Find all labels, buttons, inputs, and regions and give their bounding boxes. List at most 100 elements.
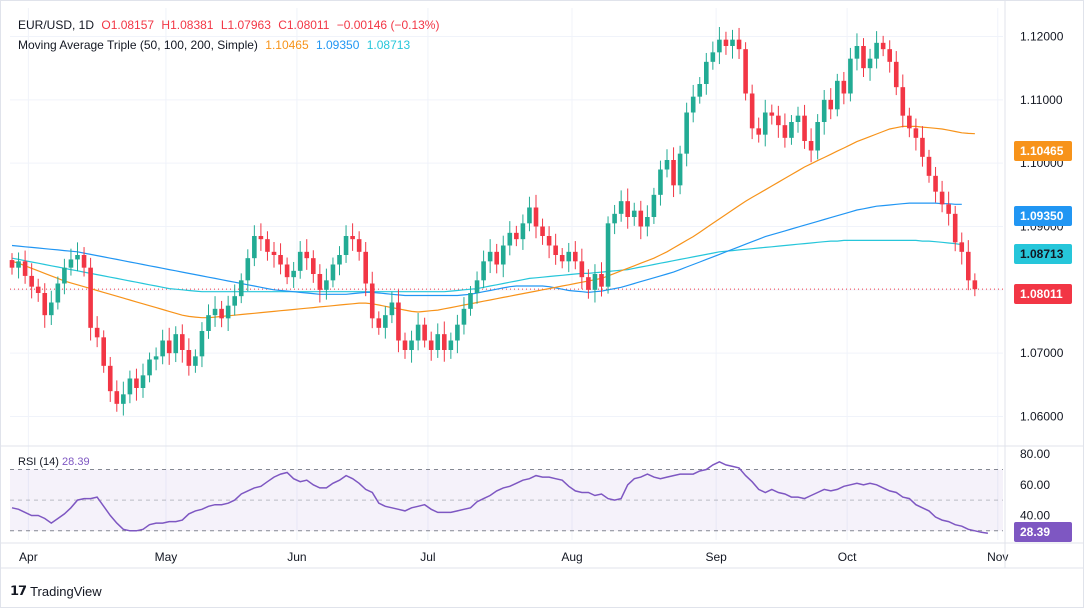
candle — [42, 283, 48, 328]
candle — [546, 226, 552, 259]
candle-body — [324, 280, 329, 290]
candle — [363, 242, 368, 297]
candle-body — [514, 232, 519, 240]
candle-body — [363, 251, 368, 284]
candle — [586, 269, 591, 299]
candle-body — [435, 334, 441, 350]
ma100-line — [11, 202, 962, 297]
ma200-price-tag: 1.08713 — [1014, 244, 1072, 264]
candle — [435, 323, 441, 358]
ma-label[interactable]: Moving Average Triple (50, 100, 200, Sim… — [18, 38, 258, 52]
candle-body — [533, 207, 539, 227]
candle — [461, 297, 467, 335]
candle — [723, 31, 729, 55]
candle-body — [749, 93, 755, 129]
ma200-value: 1.08713 — [366, 38, 411, 52]
candle-body — [140, 375, 146, 388]
candle-body — [972, 280, 978, 290]
candle-body — [127, 378, 133, 395]
ma200-line — [11, 239, 962, 293]
candle — [841, 71, 847, 105]
candle-body — [415, 324, 421, 341]
candle — [867, 48, 873, 81]
time-tick-label: Nov — [987, 550, 1008, 564]
candle — [651, 187, 657, 224]
candle-body — [677, 153, 683, 186]
candle-body — [35, 286, 41, 293]
ma50-line — [11, 125, 975, 319]
candle — [789, 115, 794, 145]
candle — [409, 330, 414, 363]
price-tick-label: 1.07000 — [1020, 346, 1064, 360]
candle-body — [625, 201, 630, 217]
price-tick-label: 1.11000 — [1020, 93, 1063, 107]
candle-body — [821, 99, 827, 122]
candle-body — [926, 156, 932, 176]
candle-body — [959, 242, 965, 252]
candle-body — [68, 259, 74, 268]
candle-body — [481, 261, 486, 281]
candle-body — [848, 58, 853, 94]
candle — [140, 363, 146, 398]
candle-body — [461, 308, 467, 325]
candle — [893, 51, 899, 96]
candle-body — [304, 251, 310, 259]
candle — [861, 38, 866, 78]
candle — [631, 202, 637, 226]
candle-body — [762, 112, 768, 135]
candle — [664, 149, 670, 178]
rsi-tick-label: 80.00 — [1020, 447, 1050, 461]
candle — [317, 264, 323, 303]
candle — [81, 247, 87, 277]
candle — [415, 312, 421, 351]
candle — [107, 356, 113, 402]
candle-body — [101, 337, 106, 366]
candle-body — [278, 255, 283, 265]
tradingview-logo[interactable]: 𝟭𝟳 TradingView — [10, 583, 102, 599]
candle — [638, 200, 644, 240]
candle — [500, 235, 506, 278]
candle-body — [442, 334, 447, 350]
candle-body — [756, 128, 761, 135]
candle-body — [173, 334, 179, 354]
candle-body — [769, 112, 775, 116]
candle-body — [776, 115, 781, 126]
candle-body — [605, 223, 611, 287]
rsi-label[interactable]: RSI (14) — [18, 456, 59, 468]
candle — [343, 225, 349, 263]
candle — [35, 278, 41, 302]
candle-body — [671, 160, 676, 186]
candle-body — [291, 270, 296, 278]
candle-body — [952, 213, 958, 243]
candle — [736, 27, 742, 59]
candle — [311, 250, 316, 283]
candle — [68, 248, 74, 276]
candle-body — [494, 251, 499, 265]
rsi-line — [11, 460, 989, 535]
candle — [658, 160, 663, 206]
candle — [468, 286, 473, 316]
candle-body — [107, 365, 113, 392]
candle — [690, 84, 696, 123]
candle — [356, 231, 362, 261]
candle — [265, 231, 270, 261]
candle-body — [690, 96, 696, 113]
candle — [180, 324, 185, 363]
candle-body — [704, 61, 709, 84]
candle-body — [114, 391, 120, 404]
candle — [271, 242, 277, 268]
candle — [559, 248, 565, 269]
candle-body — [887, 49, 892, 62]
candle-body — [369, 283, 375, 319]
candle-body — [389, 302, 395, 316]
ma50-value: 1.10465 — [265, 38, 309, 52]
time-tick-label: Apr — [19, 550, 38, 564]
symbol-label[interactable]: EUR/USD, 1D — [18, 18, 95, 32]
candle — [756, 117, 761, 143]
candle — [966, 240, 971, 291]
candle — [402, 332, 408, 359]
candle-body — [265, 239, 270, 252]
candle-body — [913, 128, 919, 138]
candle — [592, 264, 598, 303]
